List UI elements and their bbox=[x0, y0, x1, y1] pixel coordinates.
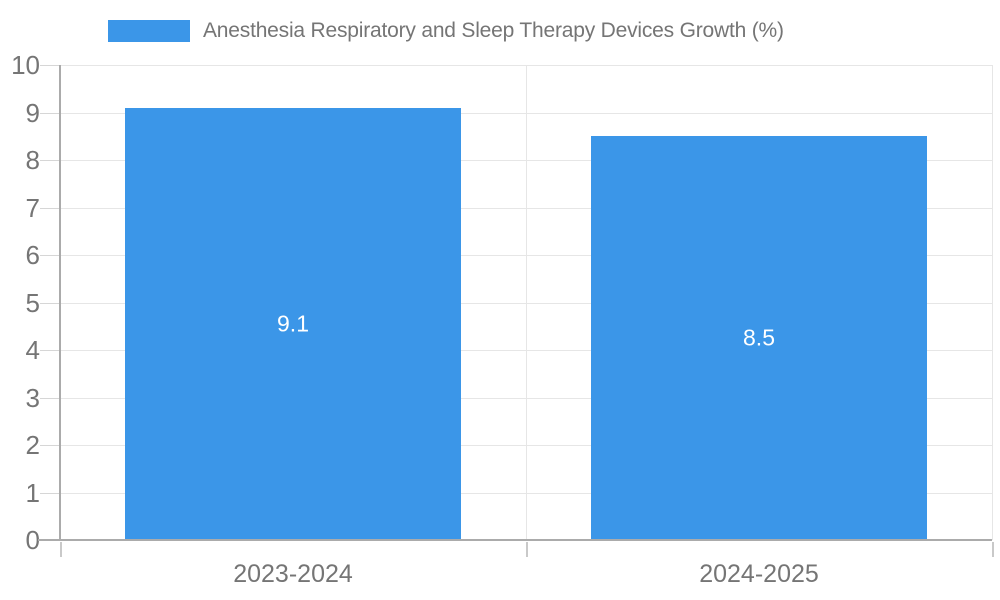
y-tick-label: 6 bbox=[25, 240, 40, 270]
y-tick-label: 5 bbox=[25, 288, 40, 318]
y-tick-label: 2 bbox=[25, 430, 40, 460]
x-gridline bbox=[526, 65, 527, 540]
y-axis-line bbox=[59, 65, 61, 540]
bar-value-label: 9.1 bbox=[277, 310, 309, 337]
y-tick-label: 10 bbox=[11, 50, 40, 80]
y-tick bbox=[40, 445, 60, 446]
x-axis-line bbox=[38, 539, 992, 541]
y-tick-label: 9 bbox=[25, 98, 40, 128]
bar[interactable] bbox=[591, 136, 927, 540]
legend-label: Anesthesia Respiratory and Sleep Therapy… bbox=[203, 19, 784, 42]
x-tick-label: 2023-2024 bbox=[233, 560, 353, 588]
x-tick bbox=[526, 542, 528, 557]
bar-value-label: 8.5 bbox=[743, 324, 775, 351]
y-tick bbox=[40, 303, 60, 304]
bar[interactable] bbox=[125, 107, 461, 540]
y-tick-label: 7 bbox=[25, 193, 40, 223]
y-tick-label: 8 bbox=[25, 145, 40, 175]
y-tick bbox=[40, 493, 60, 494]
y-tick bbox=[40, 160, 60, 161]
y-tick-label: 1 bbox=[25, 478, 40, 508]
x-gridline bbox=[992, 65, 993, 540]
y-tick bbox=[40, 65, 60, 66]
x-tick bbox=[60, 542, 62, 557]
y-tick bbox=[40, 398, 60, 399]
y-tick bbox=[40, 255, 60, 256]
y-tick bbox=[40, 113, 60, 114]
legend-swatch bbox=[108, 20, 190, 42]
x-tick-label: 2024-2025 bbox=[699, 560, 819, 588]
legend[interactable]: Anesthesia Respiratory and Sleep Therapy… bbox=[108, 20, 784, 42]
x-tick bbox=[992, 542, 994, 557]
y-tick-label: 3 bbox=[25, 383, 40, 413]
y-tick bbox=[40, 350, 60, 351]
y-tick bbox=[40, 208, 60, 209]
y-tick-label: 4 bbox=[25, 335, 40, 365]
y-tick-label: 0 bbox=[25, 525, 40, 555]
